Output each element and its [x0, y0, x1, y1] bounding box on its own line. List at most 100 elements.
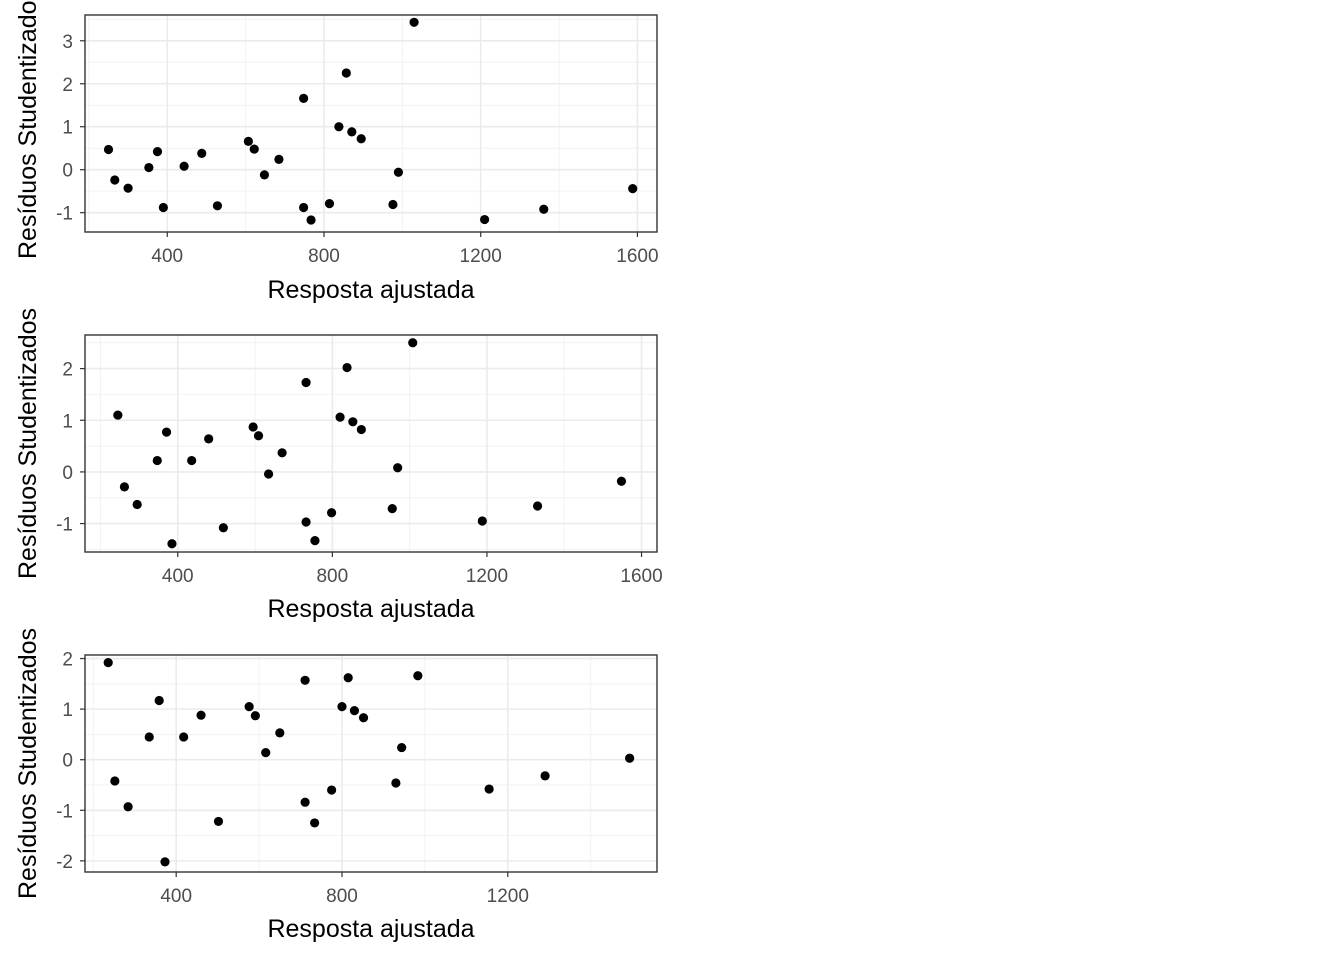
- data-point: [409, 17, 419, 27]
- data-point: [358, 713, 369, 723]
- x-tick-label: 400: [162, 566, 194, 587]
- data-point: [152, 147, 163, 157]
- data-point: [628, 184, 638, 194]
- data-point: [300, 675, 310, 685]
- data-point: [152, 455, 162, 466]
- panel-3: 400 800 1200 -2 -1 0 1 2 Resposta ajustada Resídu…: [14, 628, 658, 943]
- x-tick-label: 1600: [620, 566, 662, 587]
- data-point: [132, 499, 142, 510]
- data-point: [179, 732, 189, 742]
- x-tick-label: 400: [160, 886, 192, 907]
- data-point: [259, 170, 270, 180]
- x-tick-label: 800: [316, 566, 348, 587]
- y-tick-label: 3: [62, 32, 73, 53]
- panel-background: [85, 15, 657, 232]
- data-point: [161, 427, 172, 437]
- y-tick-label: 0: [62, 463, 73, 484]
- y-axis-title: Resíduos Studentizados: [14, 308, 42, 579]
- data-point: [301, 377, 311, 388]
- y-tick-label: 2: [62, 75, 73, 96]
- data-point: [299, 93, 309, 103]
- data-point: [179, 161, 189, 171]
- y-tick-label: 0: [62, 161, 73, 182]
- data-point: [110, 175, 120, 185]
- data-point: [277, 448, 287, 458]
- y-tick-label: 1: [62, 411, 73, 432]
- data-point: [158, 202, 168, 213]
- data-point: [310, 818, 320, 828]
- data-point: [119, 482, 130, 492]
- data-point: [123, 183, 133, 193]
- data-point: [144, 732, 154, 742]
- y-tick-label: -1: [56, 515, 73, 536]
- data-point: [299, 202, 309, 213]
- y-tick-label: 1: [62, 700, 73, 721]
- data-point: [477, 516, 487, 526]
- data-point: [625, 753, 635, 763]
- data-point: [484, 784, 494, 794]
- x-tick-label: 400: [151, 246, 183, 267]
- data-point: [160, 857, 170, 867]
- data-point: [539, 204, 549, 214]
- y-tick-label: -1: [56, 801, 73, 822]
- data-point: [532, 501, 543, 511]
- data-point: [327, 785, 337, 795]
- data-point: [413, 671, 423, 681]
- y-tick-label: 1: [62, 118, 73, 139]
- y-tick-label: 2: [62, 650, 73, 671]
- data-point: [343, 673, 353, 683]
- data-point: [249, 144, 259, 154]
- y-tick-label: -1: [56, 204, 73, 225]
- data-point: [616, 476, 627, 486]
- data-point: [335, 412, 345, 422]
- data-point: [306, 215, 316, 225]
- data-point: [408, 338, 418, 348]
- data-point: [113, 410, 123, 420]
- panel-background: [85, 335, 657, 552]
- data-point: [388, 199, 398, 210]
- data-point: [263, 469, 274, 479]
- x-tick-label: 800: [326, 886, 358, 907]
- data-point: [274, 154, 284, 164]
- x-tick-label: 1200: [466, 566, 508, 587]
- data-point: [393, 167, 404, 177]
- panel-border: [84, 334, 658, 553]
- y-tick-label: 2: [62, 360, 73, 381]
- data-point: [349, 706, 360, 716]
- panel-1: 400 800 1200 1600 -1 0 1 2 3 Resposta ajustada Res…: [14, 0, 659, 304]
- data-point: [275, 728, 285, 738]
- data-point: [261, 748, 271, 758]
- y-tick-label: 0: [62, 751, 73, 772]
- data-point: [348, 417, 358, 427]
- x-axis-title: Resposta ajustada: [267, 915, 474, 943]
- y-axis-title: Resíduos Studentizados: [14, 628, 42, 899]
- x-axis-title: Resposta ajustada: [267, 595, 474, 623]
- data-point: [342, 362, 352, 373]
- data-point: [167, 539, 177, 549]
- data-point: [213, 816, 224, 827]
- panel-2: 400 800 1200 1600 -1 0 1 2 Resposta ajustada Resí…: [14, 308, 663, 623]
- panel-border: [84, 14, 658, 233]
- data-point: [397, 742, 407, 753]
- data-point: [204, 434, 214, 444]
- data-point: [301, 517, 311, 527]
- x-tick-label: 800: [308, 246, 340, 267]
- data-point: [334, 122, 344, 132]
- data-point: [110, 776, 120, 786]
- x-axis-title: Resposta ajustada: [267, 276, 474, 304]
- data-point: [326, 508, 337, 518]
- data-point: [154, 695, 164, 706]
- data-point: [144, 162, 154, 173]
- data-point: [248, 422, 258, 432]
- x-tick-label: 1600: [616, 246, 658, 267]
- data-point: [387, 504, 397, 514]
- data-point: [244, 701, 254, 712]
- data-point: [337, 701, 347, 712]
- panel-border: [84, 654, 658, 873]
- y-tick-label: -2: [56, 852, 73, 873]
- panel-background: [85, 655, 657, 872]
- data-point: [300, 797, 310, 807]
- data-point: [250, 711, 260, 721]
- data-point: [103, 657, 113, 668]
- x-tick-label: 1200: [487, 886, 529, 907]
